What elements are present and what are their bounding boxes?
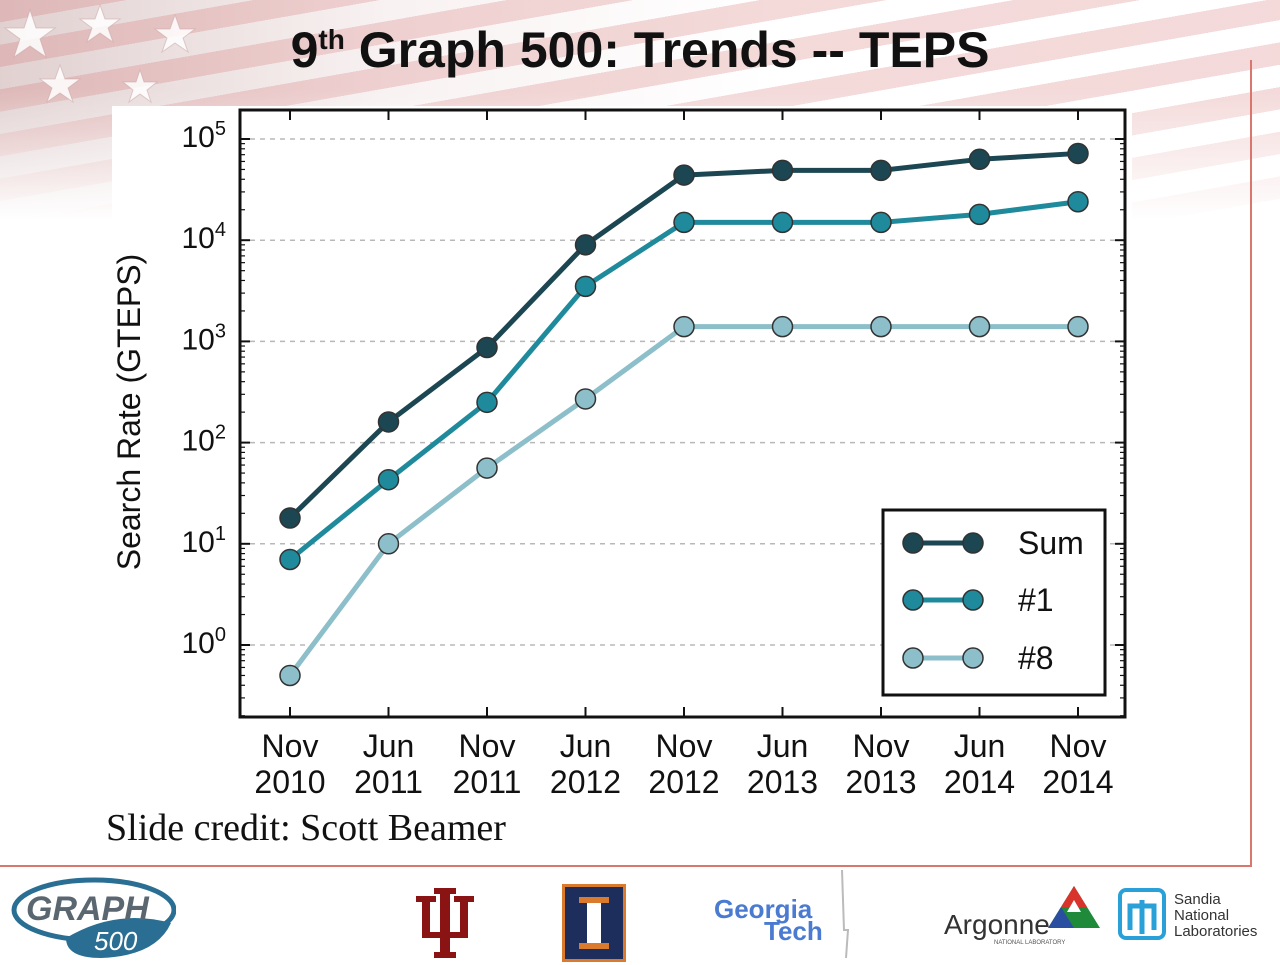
data-point-first [1067,190,1089,213]
legend-label-eighth: #8 [1018,640,1054,676]
sandia-line1: Sandia [1174,891,1221,908]
x-tick-label-year: 2011 [354,764,423,800]
graph500-logo-bottom: 500 [94,926,138,956]
sandia-logo: Sandia National Laboratories [1118,888,1257,940]
data-point-sum [377,411,400,433]
x-tick-label-month: Jun [757,728,809,764]
argonne-name: Argonne [944,909,1050,940]
data-point-sum [968,148,991,171]
legend-marker-sum [902,532,924,554]
legend-marker-sum [962,532,984,554]
data-point-sum [476,336,498,359]
x-tick-label-year: 2014 [1042,764,1113,800]
data-point-first [476,391,498,414]
data-point-sum [279,507,301,529]
georgia-tech-line1: Georgia [714,894,813,924]
illinois-logo [562,884,626,962]
x-tick-label-year: 2010 [254,764,325,800]
legend-marker-first [902,589,924,611]
data-point-eighth [968,315,991,338]
sandia-line3: Laboratories [1174,923,1257,940]
y-tick-label: 103 [182,320,227,356]
data-point-eighth [870,315,892,338]
data-point-first [673,211,695,234]
x-tick-label-month: Jun [954,728,1006,764]
x-tick-label-year: 2014 [944,764,1015,800]
y-tick-label: 102 [182,422,227,458]
data-point-eighth [476,457,498,479]
x-tick-label-year: 2013 [845,764,916,800]
y-tick-label: 105 [182,118,227,154]
legend-marker-eighth [902,647,924,669]
x-tick-label-year: 2011 [453,764,522,800]
plot-frame [238,108,1127,719]
data-point-eighth [771,315,794,338]
series-line-first [288,199,1079,562]
data-point-first [771,211,794,234]
data-point-eighth [574,388,597,410]
slide-border-right [1250,60,1252,865]
georgia-tech-logo: Georgia Tech [714,870,850,959]
x-tick-label-month: Jun [363,728,415,764]
data-point-first [574,275,597,298]
slide-credit: Slide credit: Scott Beamer [106,807,506,849]
legend-marker-first [962,589,984,611]
sandia-line2: National [1174,907,1229,924]
x-tick-label-month: Nov [262,728,319,764]
data-point-sum [1067,142,1089,165]
x-tick-label-month: Jun [560,728,612,764]
data-point-sum [870,159,892,182]
legend-label-first: #1 [1018,582,1054,618]
graph500-logo: GRAPH 500 [11,877,176,958]
data-point-sum [771,159,794,182]
data-point-first [968,203,991,226]
x-tick-label-month: Nov [459,728,516,764]
legend-label-sum: Sum [1018,525,1084,561]
y-axis-label: Search Rate (GTEPS) [111,254,147,571]
x-tick-label-year: 2012 [648,764,719,800]
data-point-sum [574,234,597,256]
y-tick-label: 104 [182,219,227,255]
x-tick-label-year: 2012 [550,764,621,800]
x-tick-label-month: Nov [1050,728,1107,764]
graph500-logo-top: GRAPH [26,890,150,928]
x-tick-label-month: Nov [656,728,713,764]
data-point-sum [673,164,695,186]
x-tick-label-year: 2013 [747,764,818,800]
indiana-university-logo [416,888,474,958]
data-point-eighth [377,533,400,555]
star-decoration [3,3,197,104]
data-point-eighth [279,664,301,687]
data-point-first [279,548,301,571]
georgia-tech-line2: Tech [764,916,823,946]
data-point-first [870,211,892,234]
legend-marker-eighth [962,647,984,669]
slide-title: 9th Graph 500: Trends -- TEPS [290,22,990,78]
data-point-first [377,468,400,491]
argonne-subtitle: NATIONAL LABORATORY [994,940,1065,946]
data-point-eighth [673,315,695,338]
data-point-eighth [1067,315,1089,338]
argonne-logo: Argonne NATIONAL LABORATORY [944,886,1100,946]
y-tick-label: 101 [182,523,227,559]
x-tick-label-month: Nov [853,728,910,764]
y-tick-label: 100 [182,624,227,660]
slide-border-bottom [0,865,1252,867]
